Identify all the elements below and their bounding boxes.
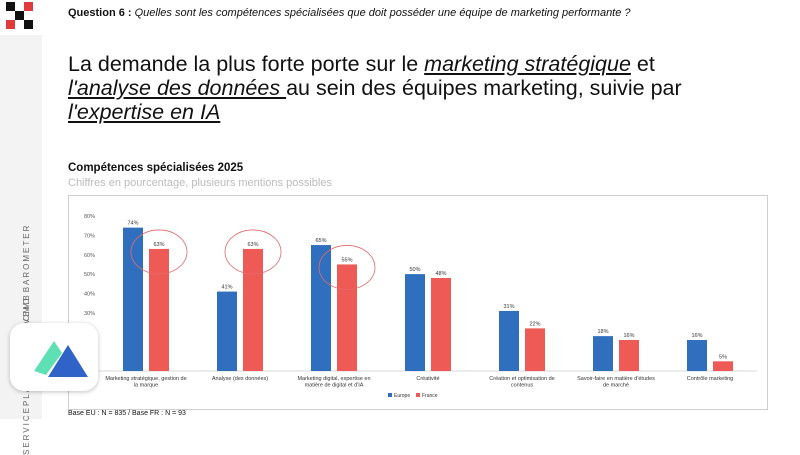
y-tick-label: 60% <box>84 253 95 259</box>
data-label: 63% <box>247 242 258 248</box>
bar-europe <box>499 310 519 371</box>
headline-part-2: et <box>630 52 655 76</box>
bar-europe <box>593 336 613 371</box>
chart-title: Compétences spécialisées 2025 <box>68 162 244 174</box>
y-tick-label: 70% <box>84 233 95 239</box>
data-label: 55% <box>341 257 352 263</box>
category-label: Marketing stratégique, gestion de la marq… <box>105 376 186 389</box>
y-tick-label: 40% <box>84 292 95 298</box>
category-label: Analyse (des données) <box>212 376 268 382</box>
category-label: Création et optimisation de contenus <box>489 376 554 389</box>
brand-logo-icon <box>0 0 43 35</box>
legend-label-europe: Europe <box>394 393 410 399</box>
headline-emphasis-2: l'analyse des données <box>68 76 287 100</box>
data-label: 31% <box>503 304 514 310</box>
category-label: Savoir-faire en matière d'études de march… <box>577 376 655 389</box>
bar-france <box>337 264 357 371</box>
data-label: 5% <box>719 354 727 360</box>
bar-europe <box>217 291 237 371</box>
bar-chart: 0%10%20%30%40%50%60%70%80%74%63%Marketin… <box>84 214 757 399</box>
data-label: 18% <box>597 329 608 335</box>
bar-france <box>525 328 545 371</box>
question-text: Quelles sont les compétences spécialisée… <box>134 7 631 19</box>
data-label: 65% <box>315 238 326 244</box>
headline-part-1: La demande la plus forte porte sur le <box>68 52 425 76</box>
bar-europe <box>311 245 331 371</box>
data-label: 63% <box>153 242 164 248</box>
y-tick-label: 50% <box>84 272 95 278</box>
bar-europe <box>405 274 425 371</box>
highlight-circle <box>318 245 376 290</box>
question-label: Question 6 : <box>68 7 132 19</box>
legend-swatch-europe <box>388 393 392 397</box>
category-label: Contrôle marketing <box>687 376 733 382</box>
chart-frame: 0%10%20%30%40%50%60%70%80%74%63%Marketin… <box>68 195 768 410</box>
app-badge <box>10 323 98 391</box>
headline-emphasis-3: l'expertise en IA <box>68 100 221 124</box>
headline-emphasis-1: marketing stratégique <box>424 52 631 76</box>
y-tick-label: 30% <box>84 311 95 317</box>
legend-label-france: France <box>422 393 438 399</box>
bar-france <box>619 340 639 371</box>
bar-france <box>713 361 733 371</box>
bar-europe <box>687 340 707 371</box>
y-tick-label: 80% <box>84 214 95 220</box>
chart-subtitle: Chiffres en pourcentage, plusieurs menti… <box>68 177 332 189</box>
triangle-logo-icon <box>34 341 88 377</box>
page-headline: La demande la plus forte porte sur le ma… <box>68 52 708 124</box>
bar-france <box>431 278 451 371</box>
headline-part-3: au sein des équipes marketing, suivie pa… <box>286 76 682 100</box>
data-label: 48% <box>435 271 446 277</box>
data-label: 16% <box>691 333 702 339</box>
bar-france <box>149 248 169 371</box>
bar-europe <box>123 227 143 371</box>
bar-france <box>243 248 263 371</box>
category-label: Marketing digital, expertise en matière d… <box>297 376 370 389</box>
category-label: Créativité <box>416 376 439 382</box>
data-label: 16% <box>623 333 634 339</box>
question-line: Question 6 : Quelles sont les compétence… <box>68 7 631 19</box>
highlight-circle <box>130 229 188 275</box>
data-label: 22% <box>529 321 540 327</box>
data-label: 74% <box>127 221 138 227</box>
highlight-circle <box>224 229 282 275</box>
base-note: Base EU : N = 835 / Base FR : N = 93 <box>68 410 186 417</box>
legend-swatch-france <box>416 393 420 397</box>
data-label: 50% <box>409 267 420 273</box>
data-label: 41% <box>221 285 232 291</box>
